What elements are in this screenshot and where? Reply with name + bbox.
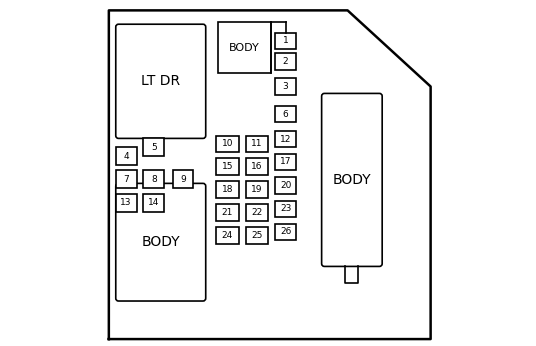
Text: 26: 26 (280, 227, 292, 236)
Bar (275, 78, 296, 95)
Text: LT DR: LT DR (141, 74, 180, 88)
Text: 22: 22 (251, 208, 263, 217)
Bar (245, 204, 268, 221)
Bar (116, 170, 137, 188)
Text: 7: 7 (123, 175, 129, 184)
Text: 21: 21 (222, 208, 233, 217)
Text: 19: 19 (251, 185, 263, 194)
Bar (245, 136, 268, 152)
Text: 18: 18 (221, 185, 233, 194)
Text: BODY: BODY (142, 235, 180, 249)
Bar (216, 227, 239, 244)
Text: BODY: BODY (229, 43, 260, 53)
Text: 3: 3 (283, 82, 288, 91)
FancyBboxPatch shape (116, 183, 206, 301)
Text: BODY: BODY (333, 173, 371, 187)
Text: 14: 14 (148, 198, 160, 207)
FancyBboxPatch shape (322, 93, 382, 266)
Bar (116, 147, 137, 165)
Bar (173, 170, 193, 188)
Bar (275, 33, 296, 49)
Text: 8: 8 (151, 175, 157, 184)
Bar (275, 106, 296, 122)
Bar (116, 194, 137, 212)
Bar (216, 181, 239, 198)
Text: 16: 16 (251, 162, 263, 171)
Text: 20: 20 (280, 181, 292, 190)
Bar (144, 194, 164, 212)
Bar (275, 131, 296, 147)
Text: 10: 10 (221, 139, 233, 148)
Text: 5: 5 (151, 143, 157, 152)
Bar (245, 181, 268, 198)
Text: 17: 17 (280, 157, 292, 166)
Text: 11: 11 (251, 139, 263, 148)
Text: 25: 25 (251, 231, 263, 240)
Text: 4: 4 (123, 152, 129, 161)
Bar (275, 154, 296, 170)
Bar (144, 170, 164, 188)
Text: 2: 2 (283, 57, 288, 66)
Bar (245, 158, 268, 175)
Bar (275, 53, 296, 70)
Bar (144, 138, 164, 156)
Text: 15: 15 (221, 162, 233, 171)
Text: 6: 6 (283, 110, 288, 119)
Text: 24: 24 (222, 231, 233, 240)
Bar (275, 224, 296, 240)
Text: 13: 13 (121, 198, 132, 207)
Text: 12: 12 (280, 135, 292, 144)
Text: 1: 1 (283, 36, 288, 45)
Bar (216, 158, 239, 175)
Text: 9: 9 (180, 175, 186, 184)
Bar (275, 201, 296, 217)
Bar (218, 22, 271, 73)
FancyBboxPatch shape (116, 24, 206, 138)
Bar (275, 177, 296, 194)
Bar (245, 227, 268, 244)
Text: 23: 23 (280, 204, 292, 213)
Bar (216, 136, 239, 152)
Bar (216, 204, 239, 221)
